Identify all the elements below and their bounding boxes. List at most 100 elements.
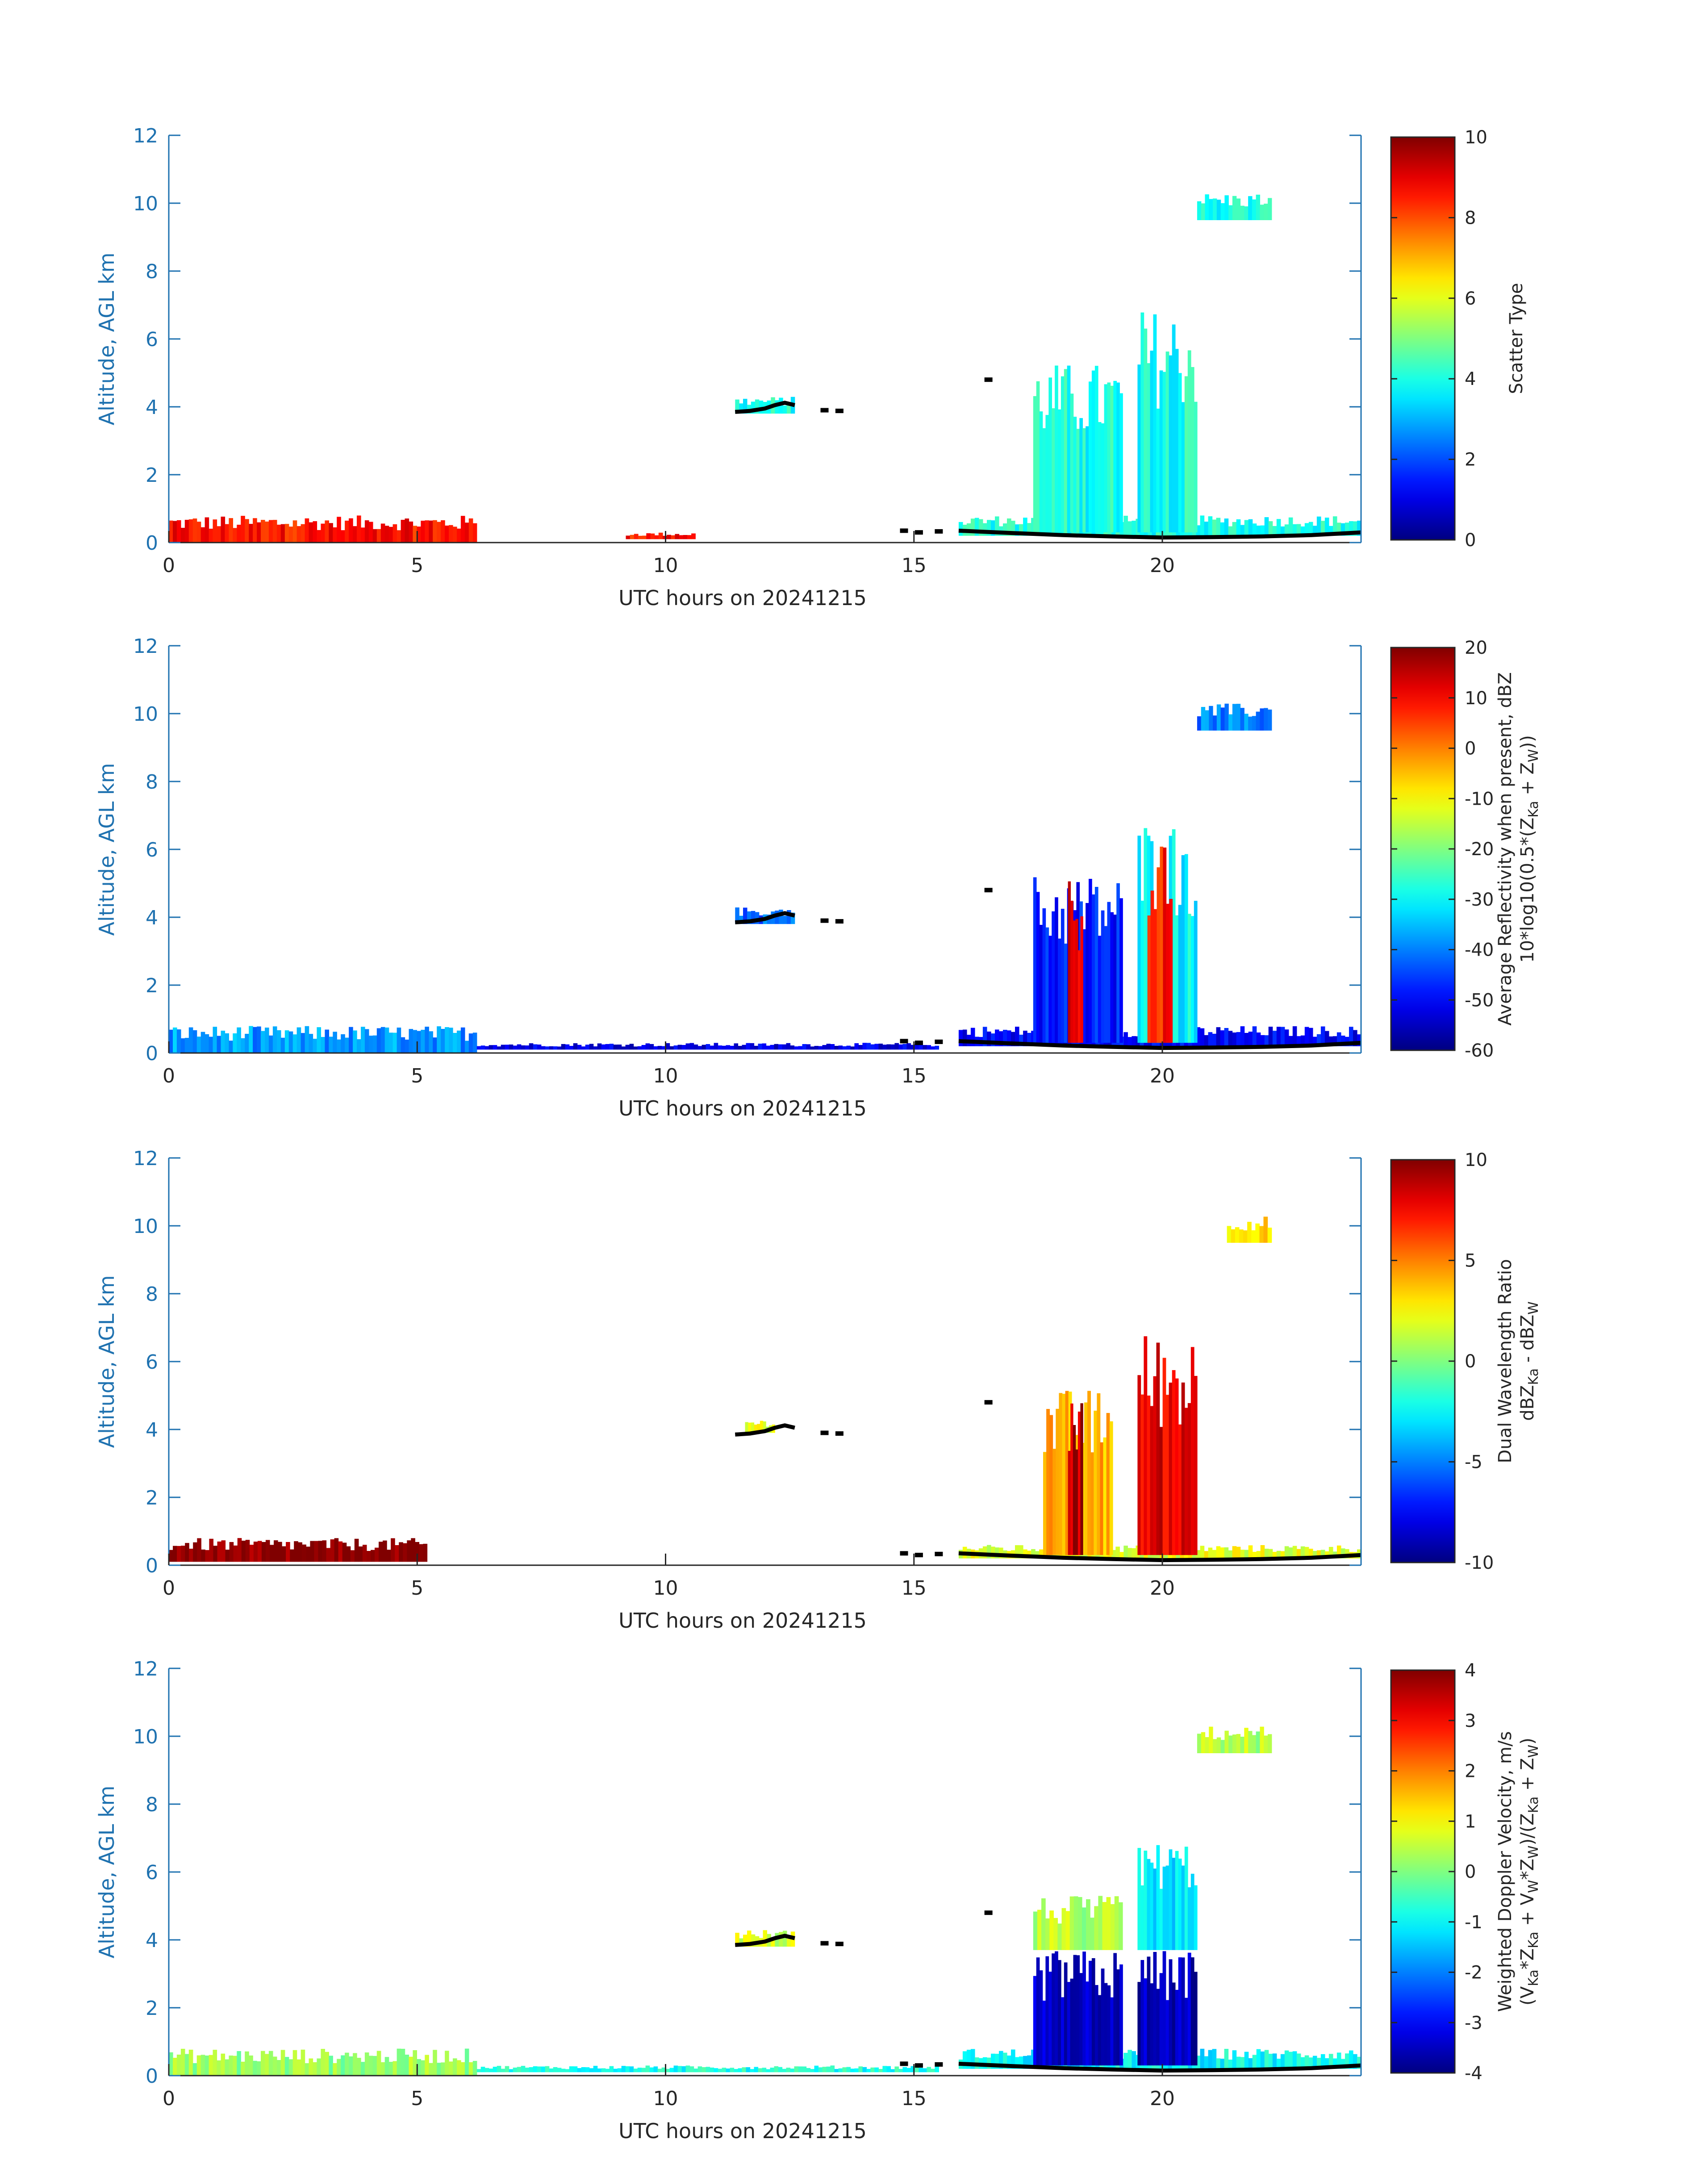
heatmap-cell — [1240, 525, 1245, 536]
colorbar-tick-label: 8 — [1465, 208, 1476, 228]
heatmap-cell — [1244, 1728, 1249, 1753]
heatmap-cell — [1184, 1408, 1188, 1555]
x-tick-label: 5 — [411, 1065, 423, 1087]
heatmap-cell — [783, 915, 787, 924]
heatmap-data — [169, 194, 1361, 543]
heatmap-cell — [1353, 1030, 1357, 1046]
heatmap-cell — [1103, 1437, 1107, 1555]
heatmap-cell — [1341, 2059, 1345, 2069]
heatmap-cell — [1019, 1035, 1023, 1046]
heatmap-cell — [1252, 523, 1257, 536]
heatmap-cell — [529, 2067, 534, 2073]
heatmap-cell — [1175, 1989, 1179, 2066]
heatmap-cell — [388, 526, 393, 543]
colorbar-tick-label: 0 — [1465, 739, 1476, 759]
heatmap-cell — [1224, 1547, 1229, 1559]
heatmap-cell — [1178, 1859, 1182, 1950]
x-axis-label: UTC hours on 20241215 — [618, 1609, 867, 1633]
heatmap-cell — [1236, 198, 1241, 220]
heatmap-cell — [1052, 408, 1055, 533]
heatmap-cell — [569, 1046, 574, 1050]
heatmap-cell — [1324, 1031, 1329, 1046]
heatmap-cell — [738, 2068, 743, 2073]
heatmap-cell — [399, 1542, 403, 1562]
heatmap-cell — [1104, 384, 1108, 533]
heatmap-cell — [257, 1026, 261, 1053]
heatmap-cell — [1027, 523, 1031, 536]
heatmap-cell — [1216, 1737, 1221, 1753]
heatmap-cell — [233, 1545, 238, 1562]
trace-dot — [984, 888, 993, 893]
heatmap-cell — [1128, 1548, 1132, 1559]
heatmap-cell — [1150, 1983, 1154, 2066]
heatmap-cell — [653, 1046, 658, 1050]
heatmap-cell — [529, 1043, 534, 1050]
heatmap-cell — [310, 1541, 314, 1562]
heatmap-cell — [722, 2068, 727, 2073]
heatmap-cell — [513, 2068, 518, 2073]
heatmap-cell — [691, 533, 696, 539]
heatmap-cell — [1205, 710, 1209, 731]
heatmap-cell — [838, 1045, 843, 1050]
heatmap-cell — [413, 1030, 417, 1053]
heatmap-cell — [1190, 1347, 1194, 1555]
heatmap-cell — [735, 907, 739, 924]
heatmap-cell — [621, 1046, 626, 1050]
heatmap-cell — [775, 911, 779, 924]
heatmap-cell — [241, 1038, 245, 1053]
heatmap-cell — [391, 1538, 395, 1562]
heatmap-cell — [1240, 1737, 1244, 1753]
heatmap-cell — [1079, 418, 1083, 533]
heatmap-cell — [882, 1045, 887, 1050]
heatmap-cell — [229, 518, 233, 543]
heatmap-cell — [1101, 423, 1105, 533]
heatmap-cell — [1119, 393, 1123, 533]
heatmap-cell — [633, 2068, 638, 2073]
heatmap-cell — [284, 1030, 289, 1053]
heatmap-cell — [1244, 520, 1249, 536]
heatmap-cell — [1023, 1549, 1027, 1559]
colorbar-gradient — [1390, 1669, 1456, 2074]
heatmap-cell — [337, 1039, 341, 1053]
heatmap-cell — [1268, 521, 1273, 536]
heatmap-cell — [317, 2058, 321, 2076]
heatmap-cell — [1224, 518, 1229, 536]
heatmap-cell — [1159, 370, 1163, 533]
heatmap-cell — [1312, 1036, 1317, 1046]
heatmap-cell — [1101, 1968, 1105, 2066]
heatmap-cell — [1228, 1735, 1233, 1753]
heatmap-cell — [209, 1036, 213, 1053]
trace-dot — [935, 529, 943, 534]
heatmap-cell — [987, 1032, 991, 1046]
heatmap-cell — [1236, 704, 1241, 731]
heatmap-cell — [1073, 1955, 1077, 2066]
heatmap-cell — [1086, 1981, 1089, 2066]
heatmap-cell — [317, 530, 321, 543]
heatmap-cell — [345, 1037, 349, 1053]
heatmap-cell — [1228, 526, 1233, 536]
heatmap-cell — [1068, 1451, 1071, 1555]
heatmap-cell — [794, 2066, 799, 2073]
heatmap-cell — [1169, 1383, 1173, 1555]
heatmap-cell — [1336, 1545, 1341, 1559]
heatmap-cell — [1073, 920, 1076, 1043]
heatmap-cell — [176, 520, 181, 543]
heatmap-cell — [1056, 1408, 1060, 1555]
heatmap-cell — [362, 1545, 367, 1562]
heatmap-cell — [745, 1422, 748, 1433]
heatmap-cell — [1240, 2057, 1245, 2069]
heatmap-cell — [1077, 1412, 1081, 1555]
heatmap-cell — [1100, 1442, 1104, 1555]
heatmap-cell — [453, 526, 457, 543]
heatmap-cell — [1153, 1952, 1157, 2066]
heatmap-cell — [830, 1044, 835, 1050]
heatmap-cell — [425, 2055, 429, 2076]
heatmap-cell — [1007, 518, 1011, 536]
heatmap-cell — [1304, 1027, 1309, 1046]
trace-line — [735, 1423, 795, 1437]
heatmap-cell — [290, 1549, 294, 1562]
heatmap-cell — [661, 2067, 666, 2073]
heatmap-cell — [794, 1046, 799, 1050]
feature-low-layer — [169, 1538, 428, 1562]
heatmap-cell — [217, 1036, 221, 1053]
